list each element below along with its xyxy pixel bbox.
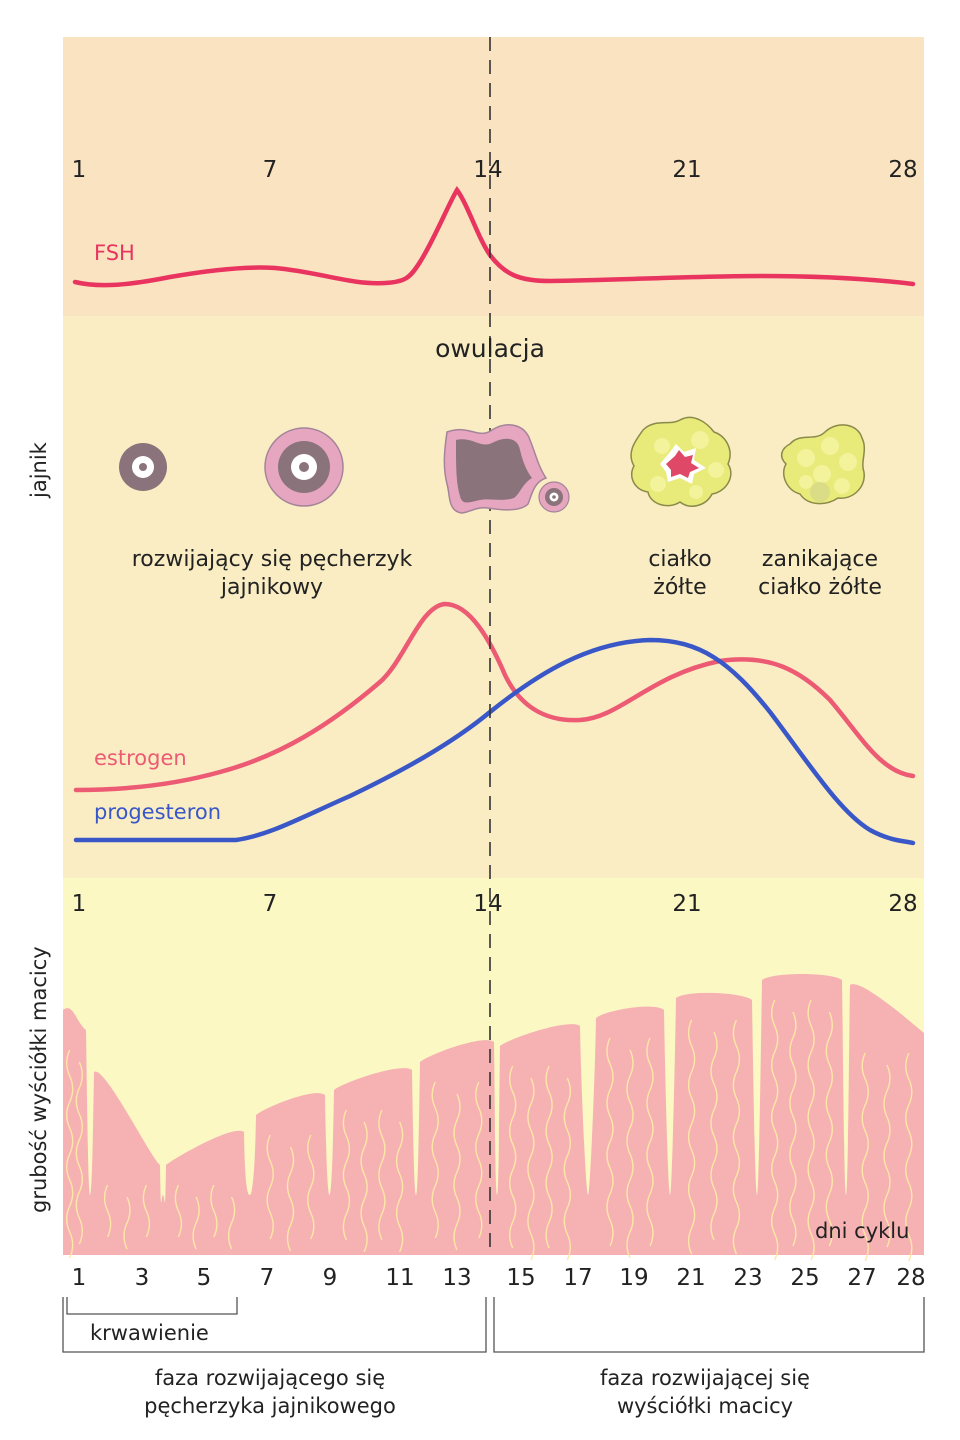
blood-vessel: [378, 1109, 386, 1241]
degenerating-label: zanikające ciałko żółte: [758, 546, 882, 602]
endometrium-side-label: grubość wyściółki macicy: [27, 946, 51, 1213]
blood-vessel: [789, 1011, 797, 1247]
bottom-day-28: 28: [896, 1265, 926, 1291]
blood-vessel: [626, 1049, 634, 1259]
mid-day-7: 7: [262, 891, 278, 917]
bottom-day-5: 5: [196, 1265, 212, 1291]
fsh-curve: [72, 185, 916, 288]
bottom-day-3: 3: [134, 1265, 150, 1291]
blood-vessel: [905, 1052, 913, 1262]
top-day-7: 7: [262, 157, 278, 183]
top-day-1: 1: [71, 157, 87, 183]
blood-vessel: [732, 1019, 741, 1255]
blood-vessel: [527, 1077, 535, 1261]
degen-label-line2: ciałko żółte: [758, 575, 882, 600]
bottom-day-27: 27: [847, 1265, 877, 1291]
corpus-label-line1: ciałko: [648, 547, 712, 572]
cycle-days-caption: dni cyklu: [815, 1219, 910, 1243]
bottom-day-13: 13: [442, 1265, 472, 1291]
blood-vessel: [431, 1081, 439, 1239]
blood-vessel: [123, 1196, 131, 1250]
blood-vessel: [395, 1121, 404, 1253]
bottom-day-19: 19: [619, 1265, 649, 1291]
bleeding-bracket: [66, 1297, 238, 1315]
bottom-day-9: 9: [322, 1265, 338, 1291]
top-day-14: 14: [473, 157, 503, 183]
blood-vessel: [563, 1077, 571, 1261]
blood-vessel: [545, 1065, 553, 1249]
ruptured-follicle-icon: [443, 424, 570, 514]
blood-vessel: [75, 1061, 83, 1245]
phase2-line1: faza rozwijającej się: [600, 1366, 810, 1390]
blood-vessel: [174, 1184, 183, 1238]
primary-follicle-icon: [119, 443, 167, 491]
blood-vessel: [825, 1011, 833, 1247]
blood-vessel: [771, 999, 779, 1261]
ovary-panel: [63, 316, 924, 878]
bottom-day-23: 23: [733, 1265, 763, 1291]
follicle-label: rozwijający się pęcherzyk jajnikowy: [132, 546, 413, 602]
blood-vessel: [142, 1184, 151, 1238]
progesteron-label: progesteron: [94, 800, 222, 824]
blood-vessel: [606, 1037, 614, 1247]
estrogen-curve: [73, 601, 916, 793]
phase1-bracket: [62, 1297, 487, 1353]
blood-vessel: [475, 1081, 483, 1239]
blood-vessel: [66, 1049, 74, 1259]
blood-vessel: [509, 1065, 517, 1249]
ovary-side-label: jajnik: [27, 442, 51, 498]
phase2-label: faza rozwijającej się wyściółki macicy: [600, 1364, 810, 1420]
fsh-label: FSH: [94, 241, 135, 265]
endometrium-tissue-shape: [63, 974, 924, 1255]
phase2-bracket: [493, 1297, 925, 1353]
mid-day-28: 28: [888, 891, 918, 917]
estrogen-label: estrogen: [94, 746, 187, 770]
blood-vessel: [883, 1064, 891, 1248]
degen-label-line1: zanikające: [761, 547, 879, 572]
mid-day-14: 14: [473, 891, 503, 917]
endometrium-tissue: [63, 974, 924, 1262]
blood-vessel: [807, 999, 815, 1261]
corpus-luteum-icon: [630, 416, 732, 507]
mid-day-21: 21: [672, 891, 702, 917]
phase1-line1: faza rozwijającego się: [154, 1366, 386, 1390]
growing-follicle-icon: [264, 427, 344, 507]
blood-vessel: [286, 1146, 295, 1252]
blood-vessel: [646, 1037, 654, 1247]
blood-vessel: [192, 1196, 200, 1250]
bleeding-label: krwawienie: [90, 1321, 209, 1345]
blood-vessel: [210, 1184, 218, 1238]
phase1-label: faza rozwijającego się pęcherzyka jajnik…: [144, 1364, 396, 1420]
phase2-line2: wyściółki macicy: [616, 1394, 794, 1418]
bottom-day-15: 15: [506, 1265, 536, 1291]
blood-vessel: [710, 1031, 718, 1241]
follicle-label-line1: rozwijający się pęcherzyk: [131, 547, 413, 572]
progesteron-curve: [73, 637, 916, 846]
corpus-luteum-label: ciałko żółte: [648, 546, 711, 602]
blood-vessel: [453, 1093, 461, 1251]
mid-day-1: 1: [71, 891, 87, 917]
bottom-day-7: 7: [259, 1265, 275, 1291]
bottom-day-1: 1: [71, 1265, 87, 1291]
ovulation-label: owulacja: [435, 334, 545, 363]
blood-vessel: [227, 1196, 236, 1250]
blood-vessel: [307, 1134, 315, 1240]
blood-vessel: [342, 1109, 351, 1241]
phase1-line2: pęcherzyka jajnikowego: [144, 1394, 396, 1418]
bottom-day-25: 25: [790, 1265, 820, 1291]
blood-vessel: [103, 1184, 112, 1238]
bottom-day-17: 17: [563, 1265, 593, 1291]
degenerating-corpus-luteum-icon: [780, 424, 866, 505]
blood-vessel: [687, 1019, 696, 1255]
bottom-day-21: 21: [676, 1265, 706, 1291]
top-day-21: 21: [672, 157, 702, 183]
blood-vessel: [266, 1134, 274, 1240]
corpus-label-line2: żółte: [653, 575, 707, 600]
follicle-label-line2: jajnikowy: [220, 575, 324, 600]
blood-vessel: [360, 1121, 368, 1253]
blood-vessel: [861, 1052, 869, 1262]
bottom-day-11: 11: [385, 1265, 415, 1291]
top-day-28: 28: [888, 157, 918, 183]
